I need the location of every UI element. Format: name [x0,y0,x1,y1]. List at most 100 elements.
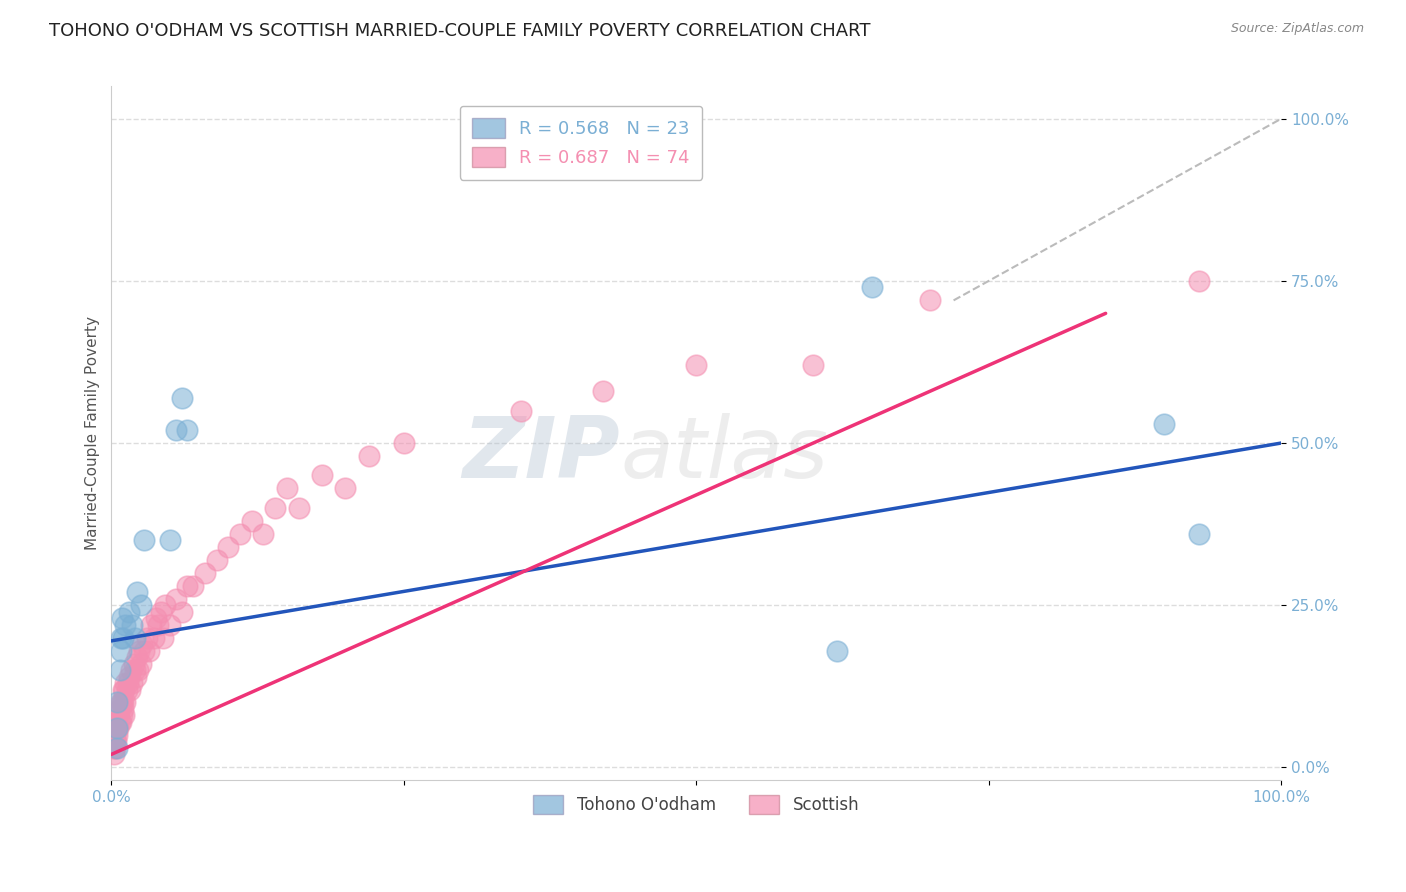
Point [176,423,198,437]
Point [170,391,193,405]
Point [229,526,252,541]
Text: Source: ZipAtlas.com: Source: ZipAtlas.com [1230,22,1364,36]
Point [118,605,141,619]
Point [128,643,150,657]
Point [141,617,163,632]
Point [114,696,136,710]
Text: atlas: atlas [620,413,828,496]
Point [125,669,148,683]
Text: TOHONO O'ODHAM VS SCOTTISH MARRIED-COUPLE FAMILY POVERTY CORRELATION CHART: TOHONO O'ODHAM VS SCOTTISH MARRIED-COUPL… [49,22,870,40]
Point [134,643,156,657]
Point [108,663,131,677]
Point [120,663,142,677]
Text: ZIP: ZIP [463,413,620,496]
Point [264,500,287,515]
Point [104,734,127,748]
Point [105,722,128,736]
Point [276,482,298,496]
Point [108,714,131,729]
Point [142,631,165,645]
Point [509,403,531,417]
Point [105,722,128,736]
Point [152,631,174,645]
Point [115,682,138,697]
Point [335,482,357,496]
Point [1188,274,1211,288]
Point [685,358,707,372]
Point [127,650,149,665]
Point [801,358,824,372]
Point [127,663,149,677]
Point [920,293,942,308]
Point [194,566,217,580]
Point [122,657,145,671]
Point [105,728,128,742]
Point [148,617,170,632]
Point [217,540,239,554]
Point [252,526,274,541]
Point [1153,417,1175,431]
Point [103,740,125,755]
Point [112,708,135,723]
Point [176,579,198,593]
Point [114,676,136,690]
Point [592,384,614,399]
Point [107,722,129,736]
Point [108,702,131,716]
Point [111,611,134,625]
Point [155,598,177,612]
Point [135,631,157,645]
Point [121,617,143,632]
Point [105,714,128,729]
Point [159,533,181,548]
Point [145,611,167,625]
Point [240,514,263,528]
Point [105,734,128,748]
Point [392,436,415,450]
Point [110,696,132,710]
Point [205,553,228,567]
Point [112,682,135,697]
Point [121,676,143,690]
Point [138,643,160,657]
Point [112,696,135,710]
Point [104,728,127,742]
Point [124,663,146,677]
Point [110,643,132,657]
Point [112,682,135,697]
Point [357,449,380,463]
Point [124,631,146,645]
Point [129,657,152,671]
Point [120,682,142,697]
Point [129,598,152,612]
Point [107,708,129,723]
Legend: Tohono O'odham, Scottish: Tohono O'odham, Scottish [523,785,869,824]
Point [110,714,132,729]
Point [110,631,132,645]
Point [118,669,141,683]
Point [825,643,848,657]
Point [111,708,134,723]
Point [165,591,187,606]
Point [311,468,333,483]
Point [103,747,125,762]
Point [131,637,153,651]
Point [134,533,156,548]
Point [287,500,309,515]
Point [103,734,125,748]
Point [114,617,136,632]
Point [127,585,149,599]
Point [104,740,127,755]
Point [111,696,134,710]
Point [149,605,172,619]
Point [170,605,193,619]
Point [165,423,187,437]
Point [112,702,135,716]
Point [860,280,883,294]
Point [117,676,139,690]
Point [181,579,204,593]
Y-axis label: Married-Couple Family Poverty: Married-Couple Family Poverty [86,317,100,550]
Point [105,696,128,710]
Point [105,722,128,736]
Point [112,631,135,645]
